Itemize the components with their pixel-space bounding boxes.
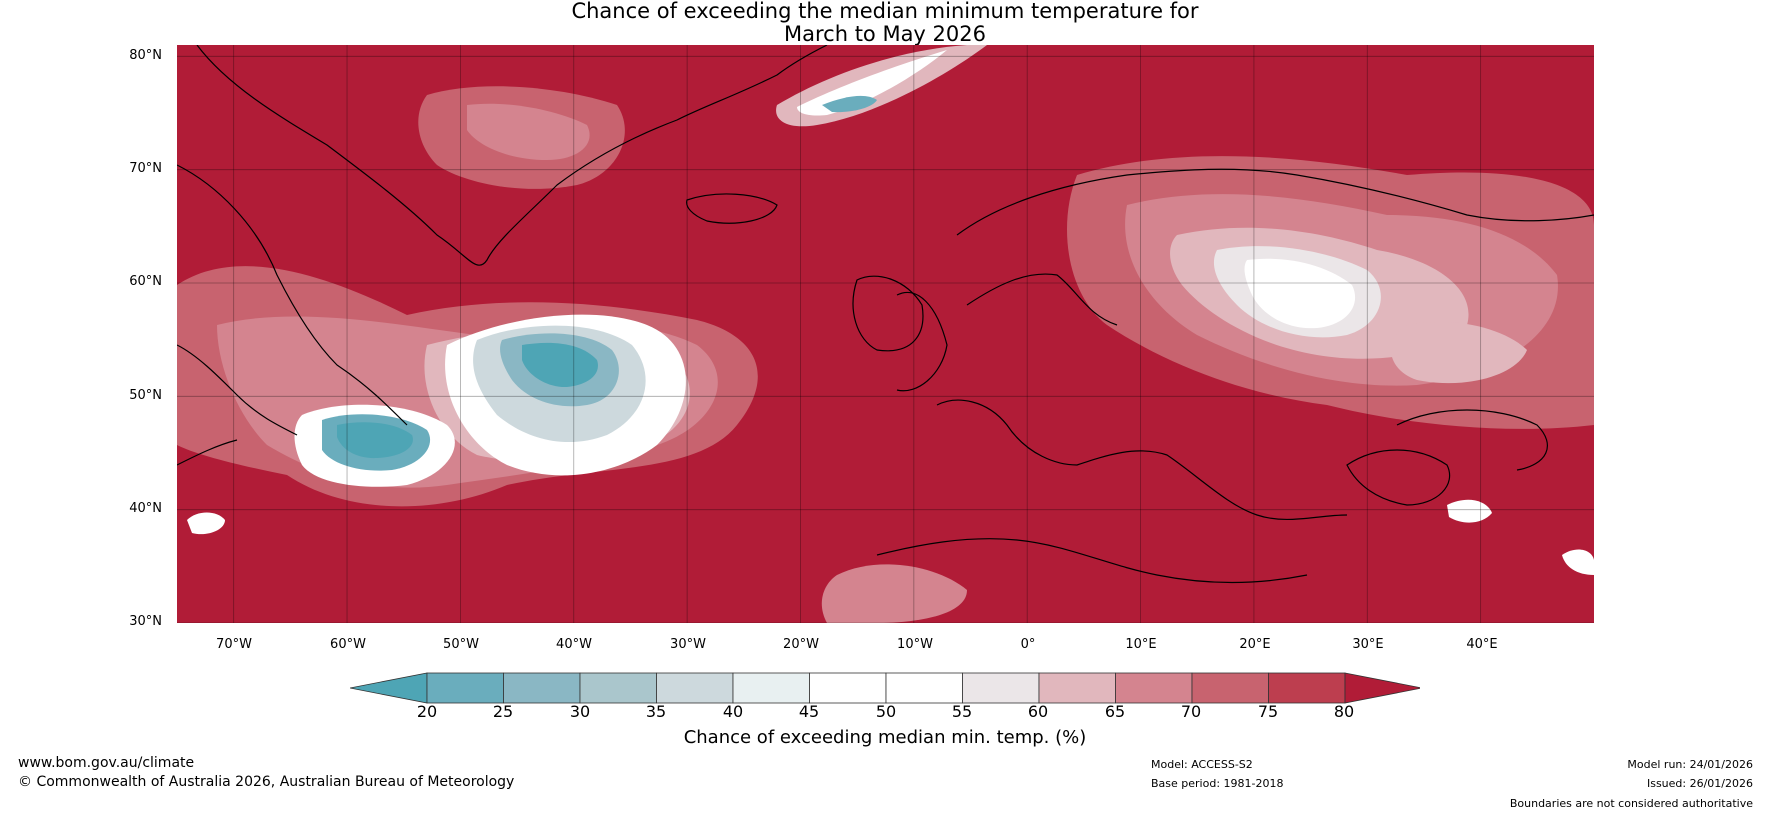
colorbar-tick-70: 70 bbox=[1180, 702, 1202, 721]
colorbar-segment bbox=[656, 672, 734, 704]
lat-label-80n: 80°N bbox=[129, 48, 162, 63]
lon-label-10w: 10°W bbox=[897, 637, 933, 652]
colorbar-segment bbox=[809, 672, 887, 704]
colorbar-tick-75: 75 bbox=[1257, 702, 1279, 721]
lat-label-30n: 30°N bbox=[129, 614, 162, 629]
map-graticule bbox=[177, 45, 1594, 623]
lon-label-0: 0° bbox=[1020, 637, 1036, 652]
lon-label-30w: 30°W bbox=[670, 637, 706, 652]
colorbar-segment bbox=[962, 672, 1040, 704]
colorbar-segment bbox=[503, 672, 581, 704]
footer-model: Model: ACCESS-S2 bbox=[1151, 758, 1253, 771]
colorbar-segment bbox=[426, 672, 504, 704]
lat-label-60n: 60°N bbox=[129, 274, 162, 289]
colorbar-tick-35: 35 bbox=[645, 702, 667, 721]
colorbar-tick-25: 25 bbox=[492, 702, 514, 721]
probability-region-mid-atlantic bbox=[187, 314, 686, 535]
footer-disclaimer: Boundaries are not considered authoritat… bbox=[1509, 797, 1753, 810]
colorbar-tick-60: 60 bbox=[1027, 702, 1049, 721]
colorbar-tick-80: 80 bbox=[1333, 702, 1355, 721]
colorbar-extend-high bbox=[1344, 672, 1420, 704]
colorbar-segment bbox=[579, 672, 657, 704]
colorbar-tick-20: 20 bbox=[416, 702, 438, 721]
lon-label-20w: 20°W bbox=[783, 637, 819, 652]
colorbar-tick-30: 30 bbox=[569, 702, 591, 721]
probability-map bbox=[177, 45, 1594, 623]
lon-label-10e: 10°E bbox=[1125, 637, 1157, 652]
map-title-line2: March to May 2026 bbox=[784, 22, 986, 46]
footer-base-period: Base period: 1981-2018 bbox=[1151, 777, 1284, 790]
colorbar-segment bbox=[1268, 672, 1346, 704]
lat-label-70n: 70°N bbox=[129, 161, 162, 176]
colorbar-segment bbox=[885, 672, 963, 704]
colorbar-label: Chance of exceeding median min. temp. (%… bbox=[683, 727, 1087, 748]
colorbar-extend-low bbox=[350, 672, 428, 704]
coastlines bbox=[177, 45, 1594, 584]
footer-issued: Issued: 26/01/2026 bbox=[1646, 777, 1753, 790]
colorbar-segment bbox=[732, 672, 810, 704]
lon-label-50w: 50°W bbox=[443, 637, 479, 652]
map-title-line1: Chance of exceeding the median minimum t… bbox=[571, 0, 1199, 23]
lon-label-70w: 70°W bbox=[216, 637, 252, 652]
lon-label-30e: 30°E bbox=[1352, 637, 1384, 652]
probability-region-eastern-europe bbox=[821, 156, 1594, 623]
map-title: Chance of exceeding the median minimum t… bbox=[0, 0, 1770, 46]
colorbar-tick-55: 55 bbox=[951, 702, 973, 721]
colorbar-tick-65: 65 bbox=[1104, 702, 1126, 721]
colorbar-segment bbox=[1191, 672, 1269, 704]
probability-region-greenland bbox=[418, 86, 625, 189]
colorbar bbox=[350, 672, 1420, 704]
colorbar-segment bbox=[1115, 672, 1193, 704]
lat-label-40n: 40°N bbox=[129, 501, 162, 516]
lon-label-20e: 20°E bbox=[1239, 637, 1271, 652]
footer-website: www.bom.gov.au/climate bbox=[18, 755, 195, 771]
lon-label-40w: 40°W bbox=[556, 637, 592, 652]
footer-copyright: © Commonwealth of Australia 2026, Austra… bbox=[18, 774, 515, 790]
footer-model-run: Model run: 24/01/2026 bbox=[1627, 758, 1753, 771]
colorbar-segment bbox=[1038, 672, 1116, 704]
lon-label-60w: 60°W bbox=[330, 637, 366, 652]
lat-label-50n: 50°N bbox=[129, 388, 162, 403]
colorbar-tick-50: 50 bbox=[875, 702, 897, 721]
colorbar-tick-40: 40 bbox=[722, 702, 744, 721]
probability-region-svalbard bbox=[776, 45, 987, 127]
lon-label-40e: 40°E bbox=[1466, 637, 1498, 652]
colorbar-tick-45: 45 bbox=[798, 702, 820, 721]
